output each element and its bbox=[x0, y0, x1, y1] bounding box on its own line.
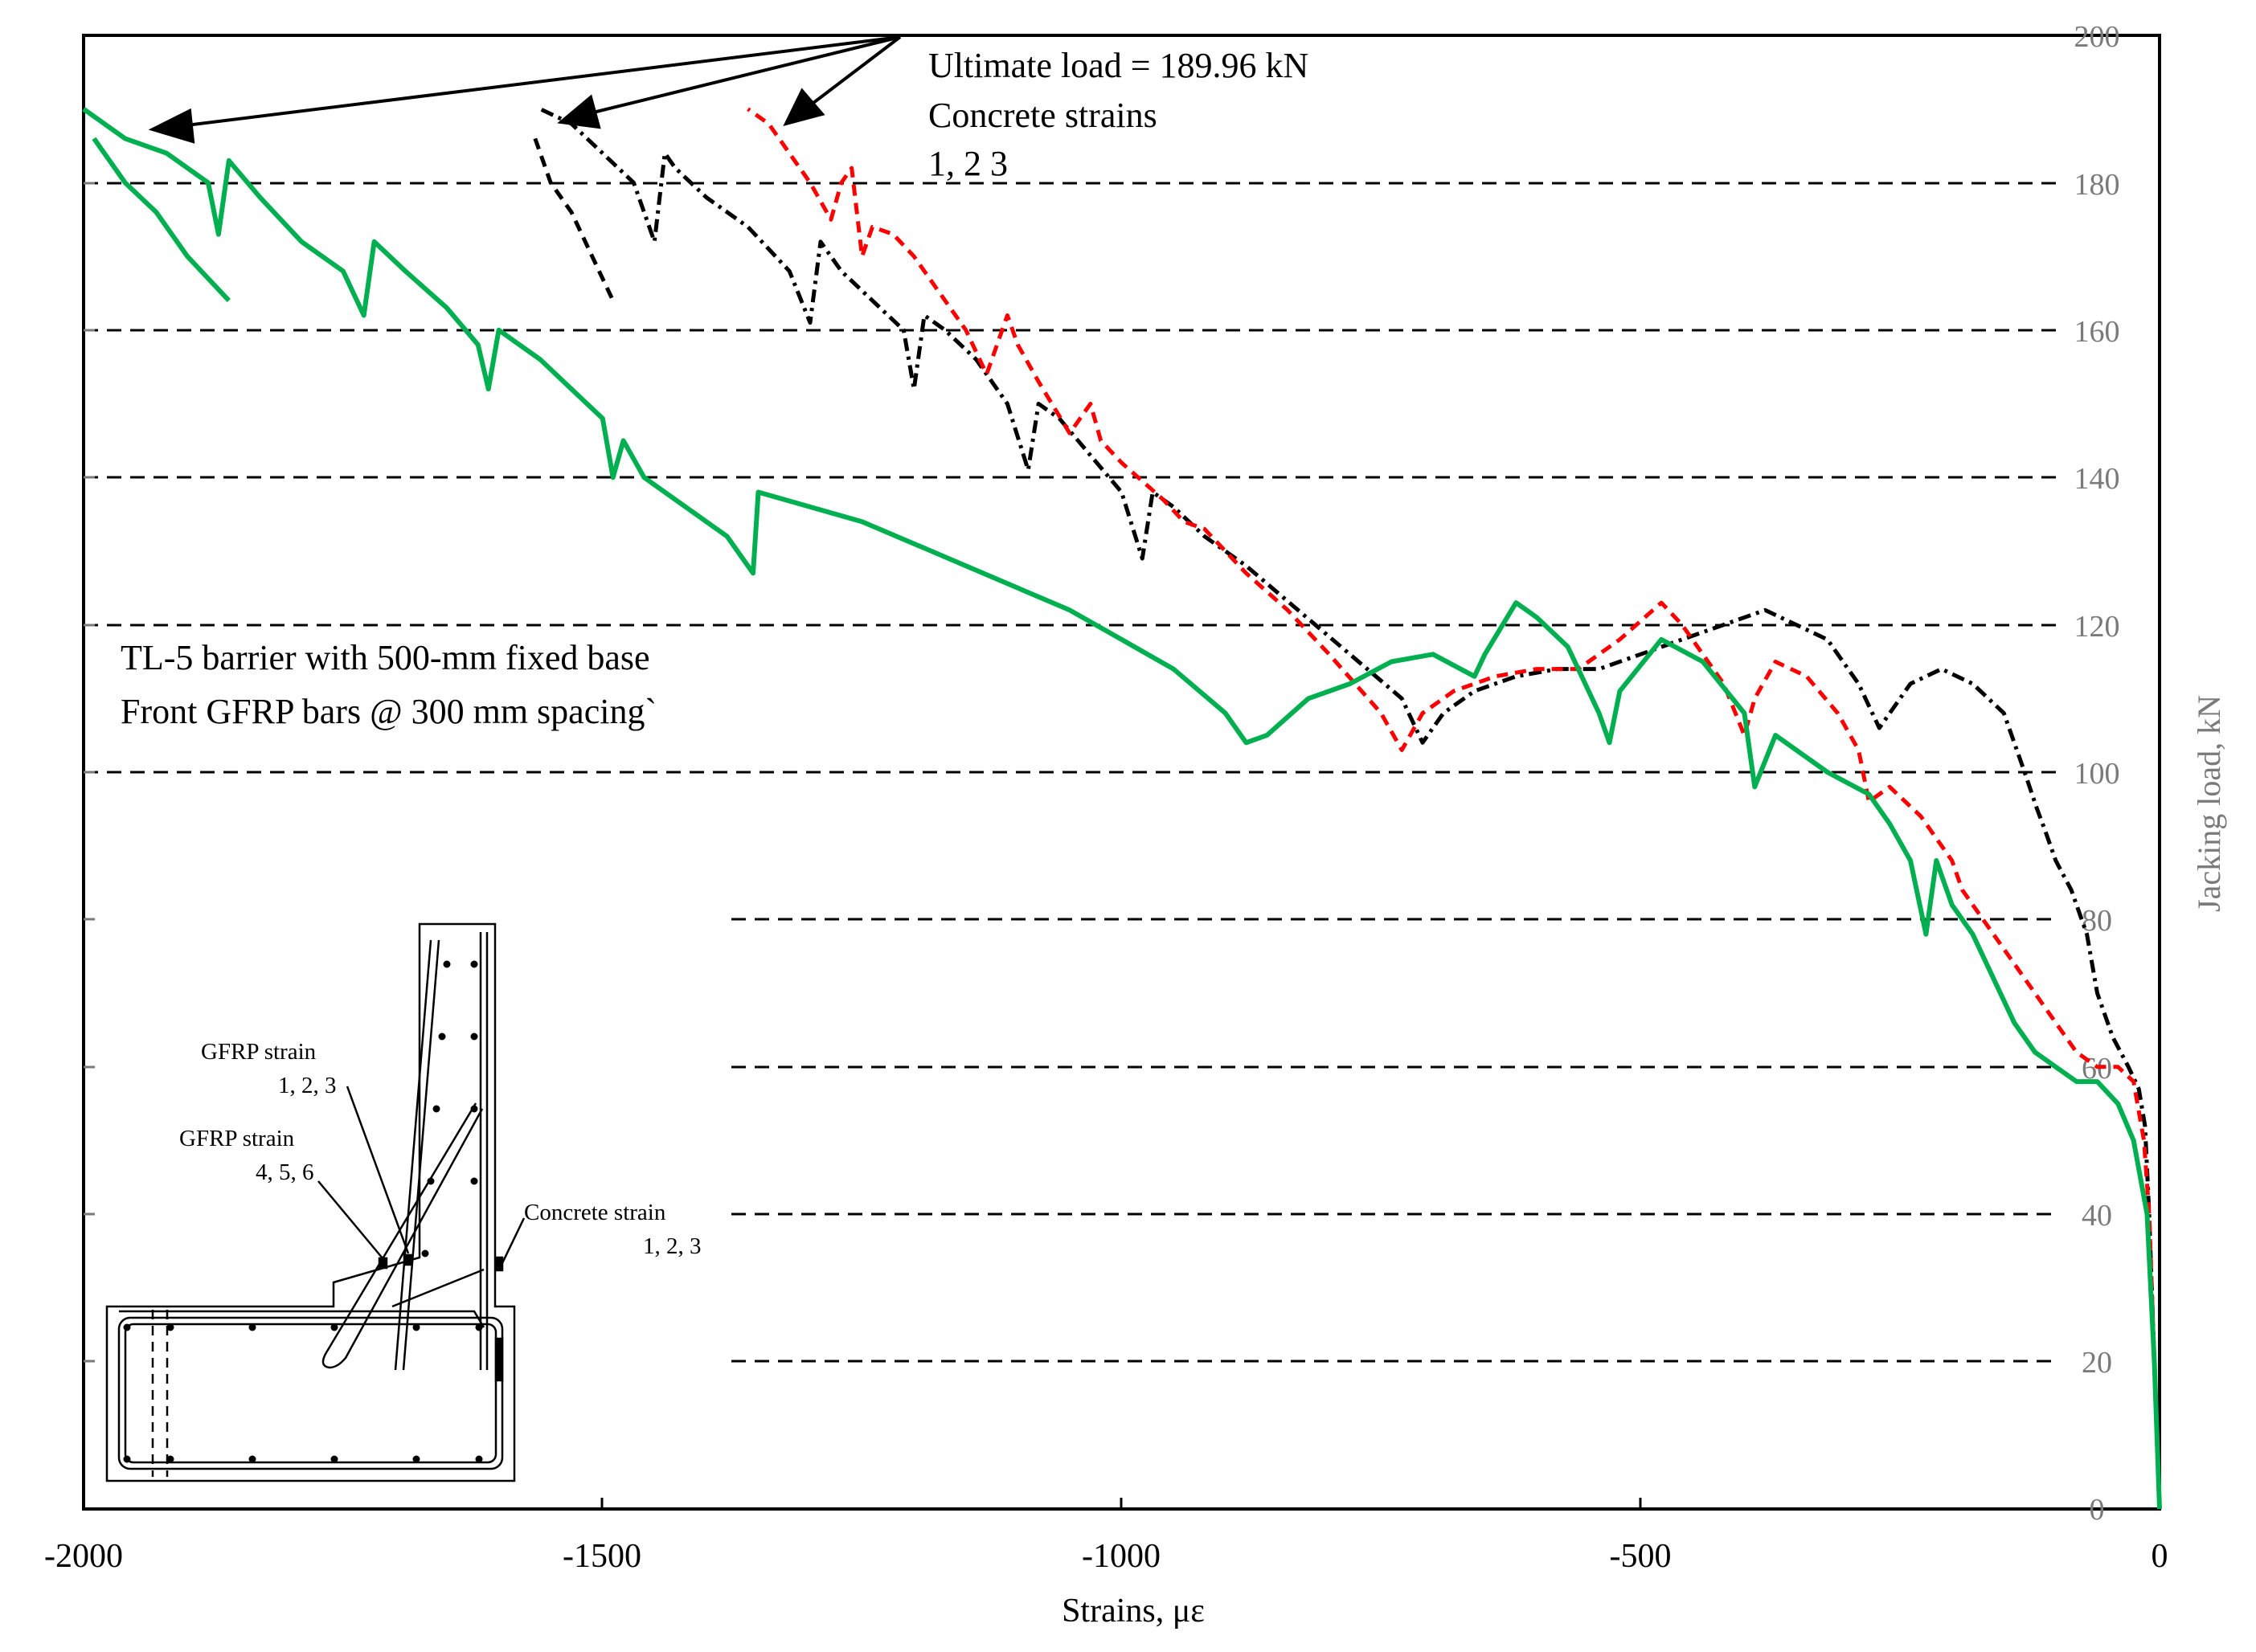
annotation-arrows bbox=[148, 35, 902, 144]
stem-connector bbox=[391, 1268, 485, 1308]
rebar-dot bbox=[412, 1323, 420, 1331]
concrete-strain-gauge bbox=[494, 1256, 504, 1272]
inset-gfrp-strain-ids: 4, 5, 6 bbox=[256, 1159, 314, 1185]
concrete-gauge bbox=[494, 1337, 504, 1382]
series-line-3 bbox=[82, 107, 2162, 1510]
x-tick-label: -1500 bbox=[563, 1538, 641, 1575]
gfrp-gauge-inclined bbox=[378, 1257, 388, 1270]
barrier-description-line1: TL-5 barrier with 500-mm fixed base bbox=[121, 638, 650, 677]
arrowhead-green bbox=[148, 108, 195, 144]
rebar-dot bbox=[470, 1177, 478, 1185]
series-line-1 bbox=[533, 137, 615, 302]
x-tick-label: -1000 bbox=[1082, 1538, 1161, 1575]
rebar-dot bbox=[475, 1455, 483, 1463]
front-gfrp-bar bbox=[394, 939, 432, 1371]
rebar-dot bbox=[470, 960, 478, 968]
base-rebar-cage bbox=[117, 1316, 504, 1470]
gfrp-gauge-front bbox=[403, 1253, 413, 1266]
rebar-dot bbox=[432, 1105, 440, 1113]
y-tick-label: 0 bbox=[2090, 1493, 2105, 1527]
rebar-dot bbox=[123, 1323, 131, 1331]
y-axis-title: Jacking load, kN bbox=[2191, 695, 2227, 912]
inclined-gfrp-bar bbox=[321, 1102, 484, 1369]
x-tick-label: -2000 bbox=[44, 1538, 123, 1575]
rebar-dot bbox=[166, 1455, 174, 1463]
x-axis-title: Strains, με bbox=[1062, 1593, 1205, 1630]
arrowhead-black bbox=[557, 94, 601, 129]
y-axis-ticks bbox=[84, 182, 95, 1363]
rebar-dot bbox=[475, 1323, 483, 1331]
leader-concrete bbox=[501, 1217, 526, 1264]
concrete-strains-ids: 1, 2 3 bbox=[928, 144, 1008, 183]
series-line-4 bbox=[92, 137, 231, 303]
x-tick-labels: -2000 -1500 -1000 -500 0 bbox=[44, 1538, 2168, 1575]
y-tick-label: 180 bbox=[2074, 168, 2120, 202]
series-layer bbox=[82, 107, 2162, 1510]
arrow-to-red-peak bbox=[812, 35, 902, 104]
rebar-dot bbox=[470, 1105, 478, 1113]
barrier-description-line2: Front GFRP bars @ 300 mm spacing` bbox=[121, 692, 657, 731]
rebar-dot bbox=[123, 1455, 131, 1463]
x-axis-ticks bbox=[600, 1498, 1642, 1509]
y-tick-label: 120 bbox=[2074, 610, 2120, 644]
arrow-to-black-peak bbox=[592, 35, 901, 114]
inset-gfrp-strain-label: GFRP strain bbox=[201, 1039, 317, 1065]
inset-gfrp-strain-label: GFRP strain bbox=[179, 1126, 295, 1151]
rebar-dot bbox=[330, 1323, 338, 1331]
ultimate-load-label: Ultimate load = 189.96 kN bbox=[928, 46, 1308, 85]
rebar-dot bbox=[443, 960, 451, 968]
inset-concrete-strain-label: Concrete strain bbox=[524, 1200, 666, 1225]
base-rebar-cage-inner bbox=[124, 1323, 497, 1464]
rebar-dot bbox=[248, 1323, 256, 1331]
y-tick-label: 140 bbox=[2074, 462, 2120, 496]
barrier-section-inset bbox=[105, 922, 526, 1482]
rebar-dot bbox=[330, 1455, 338, 1463]
inset-concrete-strain-ids: 1, 2, 3 bbox=[643, 1233, 702, 1259]
inset-rebar-dots bbox=[123, 960, 483, 1463]
rebar-dot bbox=[438, 1032, 446, 1041]
leader-gfrp-123 bbox=[346, 1086, 410, 1254]
arrow-to-green-peak bbox=[186, 35, 901, 127]
y-tick-label: 80 bbox=[2082, 904, 2112, 938]
y-tick-label: 40 bbox=[2082, 1199, 2112, 1233]
rebar-dot bbox=[412, 1455, 420, 1463]
arrowhead-red bbox=[783, 88, 825, 127]
inset-gfrp-strain-ids: 1, 2, 3 bbox=[278, 1073, 337, 1098]
gridlines bbox=[84, 182, 2059, 1363]
y-tick-label: 100 bbox=[2074, 757, 2120, 791]
series-line-2 bbox=[747, 107, 2162, 1510]
y-tick-label: 20 bbox=[2082, 1346, 2112, 1380]
concrete-strains-label: Concrete strains bbox=[928, 96, 1157, 135]
rebar-dot bbox=[470, 1032, 478, 1041]
barrier-outline bbox=[105, 922, 516, 1482]
leader-gfrp-456 bbox=[317, 1180, 383, 1259]
front-gfrp-bar bbox=[402, 939, 440, 1371]
rebar-dot bbox=[248, 1455, 256, 1463]
rebar-dot bbox=[427, 1177, 435, 1185]
rebar-dot bbox=[166, 1323, 174, 1331]
rebar-dot bbox=[421, 1249, 429, 1257]
base-inner-line bbox=[119, 1310, 485, 1328]
y-tick-label: 160 bbox=[2074, 315, 2120, 349]
y-tick-labels: 0 20 40 60 80 100 120 140 160 180 200 bbox=[2074, 20, 2120, 1527]
series-line-0 bbox=[539, 107, 2162, 1510]
x-tick-label: 0 bbox=[2152, 1538, 2168, 1575]
x-tick-label: -500 bbox=[1610, 1538, 1672, 1575]
y-tick-label: 200 bbox=[2074, 20, 2120, 54]
